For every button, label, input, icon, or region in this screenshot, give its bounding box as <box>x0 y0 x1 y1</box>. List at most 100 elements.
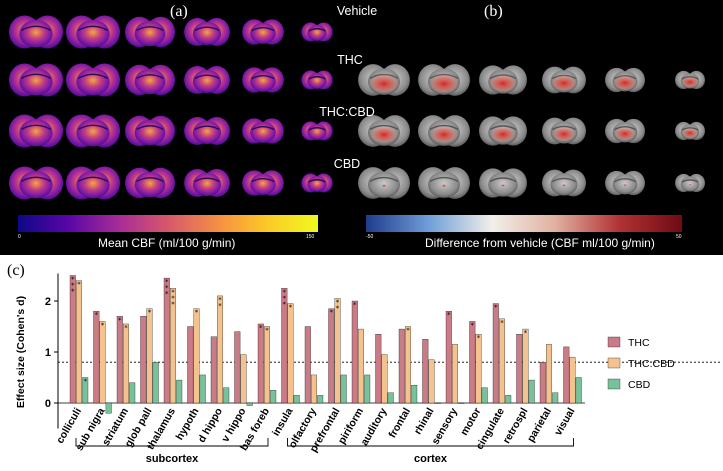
panel-c-label: (c) <box>7 262 25 279</box>
significance-star: * <box>353 301 357 309</box>
significance-star: * <box>283 294 287 302</box>
brain-ventricle <box>251 26 275 32</box>
brain-ventricle <box>194 26 220 32</box>
significance-star: * <box>283 288 287 296</box>
category-label: motor <box>458 406 483 438</box>
brain-ventricle <box>251 125 275 131</box>
significance-star: * <box>447 311 451 319</box>
significance-star: * <box>330 309 334 317</box>
bar-cbd <box>340 374 347 404</box>
difference-overlay <box>368 72 400 93</box>
cbf-colorbar-max: 150 <box>306 234 315 240</box>
category-label: frontal <box>386 406 413 440</box>
brain-ventricle <box>136 177 164 183</box>
significance-star: * <box>71 288 75 296</box>
difference-slice <box>479 168 527 198</box>
significance-star: * <box>471 321 475 329</box>
bar-cbd <box>552 392 559 404</box>
significance-star: * <box>406 327 410 335</box>
bar-thc-cbd <box>240 354 247 404</box>
brain-core <box>192 172 222 197</box>
brain-core <box>192 21 222 46</box>
brain-core <box>250 70 276 92</box>
brain-core <box>19 67 53 96</box>
cbf-slice <box>301 121 333 141</box>
brain-ventricle <box>429 176 459 182</box>
cbf-slice <box>65 166 121 200</box>
difference-overlay <box>623 183 627 187</box>
bar-thc <box>234 331 241 404</box>
bar-cbd <box>246 402 253 406</box>
brain-ventricle <box>681 179 699 183</box>
significance-star: * <box>124 324 128 332</box>
bar-cbd <box>176 379 183 404</box>
difference-colorbar-min: -50 <box>366 234 374 240</box>
brain-ventricle <box>308 179 326 183</box>
legend-label: THC <box>628 337 650 349</box>
difference-overlay <box>681 127 699 138</box>
bar-thc <box>351 300 358 404</box>
significance-star: * <box>83 378 87 386</box>
bar-cbd <box>411 385 418 404</box>
difference-slice <box>418 115 470 147</box>
bar-cbd <box>528 379 535 404</box>
bar-thc <box>116 316 123 404</box>
brain-figure-panel: (a) (b) Vehicle THC THC:CBD CBD 0 150 Me… <box>0 0 723 255</box>
bar-thc <box>69 275 76 404</box>
significance-star: * <box>171 294 175 302</box>
bar-cbd <box>575 377 582 404</box>
significance-star: * <box>165 290 169 298</box>
brain-ventricle <box>308 127 326 131</box>
significance-star: * <box>289 304 293 312</box>
panel-b-label: (b) <box>484 3 503 20</box>
significance-star: * <box>500 319 504 327</box>
bar-thc-cbd <box>311 374 317 404</box>
cbf-slice <box>242 170 284 196</box>
group-bracket <box>287 438 574 447</box>
difference-overlay <box>550 73 578 91</box>
bar-thc-cbd <box>170 288 176 404</box>
brain-ventricle <box>136 74 164 80</box>
difference-slice <box>542 169 586 197</box>
bar-cbd <box>458 402 465 404</box>
difference-overlay <box>428 72 460 93</box>
significance-star: * <box>101 321 105 329</box>
brain-ventricle <box>21 73 51 79</box>
difference-overlay <box>429 124 459 143</box>
bar-cbd <box>364 374 371 404</box>
cbf-slice <box>125 115 175 147</box>
significance-star: * <box>336 298 340 306</box>
effect-size-chart-panel: (c) 0 1 2 Effect size (Cohen's d) * * * * * colli… <box>0 258 723 471</box>
cbf-colorbar-title: Mean CBF (ml/100 g/min) <box>98 236 236 250</box>
difference-colorbar <box>366 215 682 232</box>
cbf-slice <box>125 16 175 48</box>
bar-cbd <box>152 362 159 404</box>
significance-star: * <box>283 300 287 308</box>
bar-thc-cbd <box>381 354 388 404</box>
bar-thc <box>492 303 499 404</box>
difference-slice <box>542 66 586 94</box>
bar-thc <box>257 323 264 404</box>
brain-core <box>76 19 110 48</box>
difference-colorbar-max: 50 <box>676 234 682 240</box>
brain-core <box>19 170 53 199</box>
brain-core <box>192 69 222 94</box>
brain-core <box>192 120 222 145</box>
brain-ventricle <box>308 28 326 32</box>
brain-ventricle <box>78 176 108 182</box>
bar-cbd <box>105 402 112 414</box>
significance-star: * <box>477 334 481 342</box>
difference-overlay <box>381 184 387 188</box>
significance-star: * <box>148 309 152 317</box>
brain-core <box>307 124 327 140</box>
bar-thc <box>539 362 546 404</box>
significance-star: * <box>218 302 222 310</box>
significance-star: * <box>171 300 175 308</box>
cbf-slice <box>184 66 230 94</box>
brain-ventricle <box>489 177 517 183</box>
brain-core <box>134 68 166 95</box>
bar-thc <box>398 328 405 404</box>
bar-cbd <box>270 390 277 404</box>
category-label: rhinal <box>412 406 437 437</box>
bar-thc <box>375 334 382 404</box>
